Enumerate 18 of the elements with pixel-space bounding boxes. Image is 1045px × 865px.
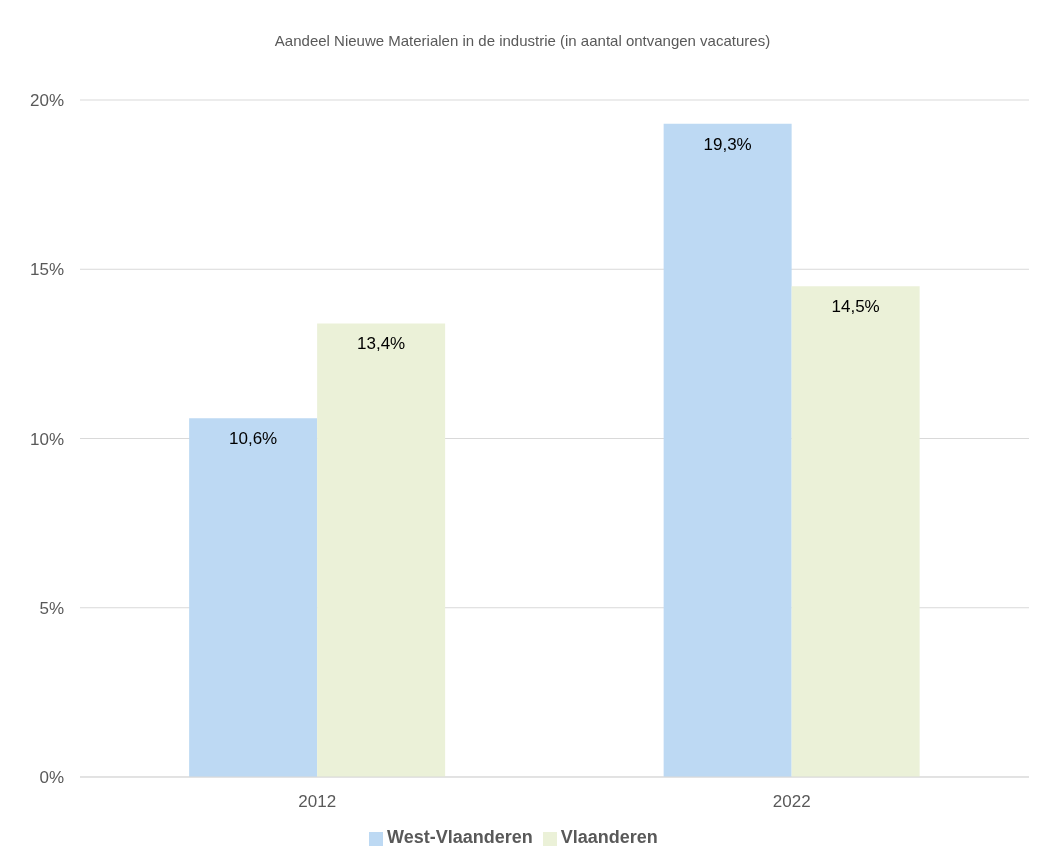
- bar: [663, 123, 792, 777]
- legend-label: Vlaanderen: [560, 827, 658, 847]
- y-tick-label: 15%: [29, 260, 64, 280]
- bar: [317, 323, 446, 777]
- y-tick-label: 0%: [39, 768, 64, 788]
- y-tick-label: 10%: [29, 429, 64, 449]
- x-tick-label: 2012: [298, 792, 337, 812]
- chart-title: Aandeel Nieuwe Materialen in de industrie (in aantal ontvangen vacatures): [273, 31, 772, 51]
- y-tick-label: 5%: [39, 598, 64, 618]
- legend-label: West-Vlaanderen: [387, 827, 533, 847]
- y-tick-label: 20%: [29, 91, 64, 111]
- x-tick-label: 2022: [772, 792, 811, 812]
- data-label: 19,3%: [703, 134, 752, 154]
- bar: [791, 286, 920, 777]
- bar: [189, 418, 318, 777]
- data-label: 10,6%: [229, 429, 278, 449]
- data-label: 14,5%: [831, 297, 880, 317]
- data-label: 13,4%: [357, 334, 406, 354]
